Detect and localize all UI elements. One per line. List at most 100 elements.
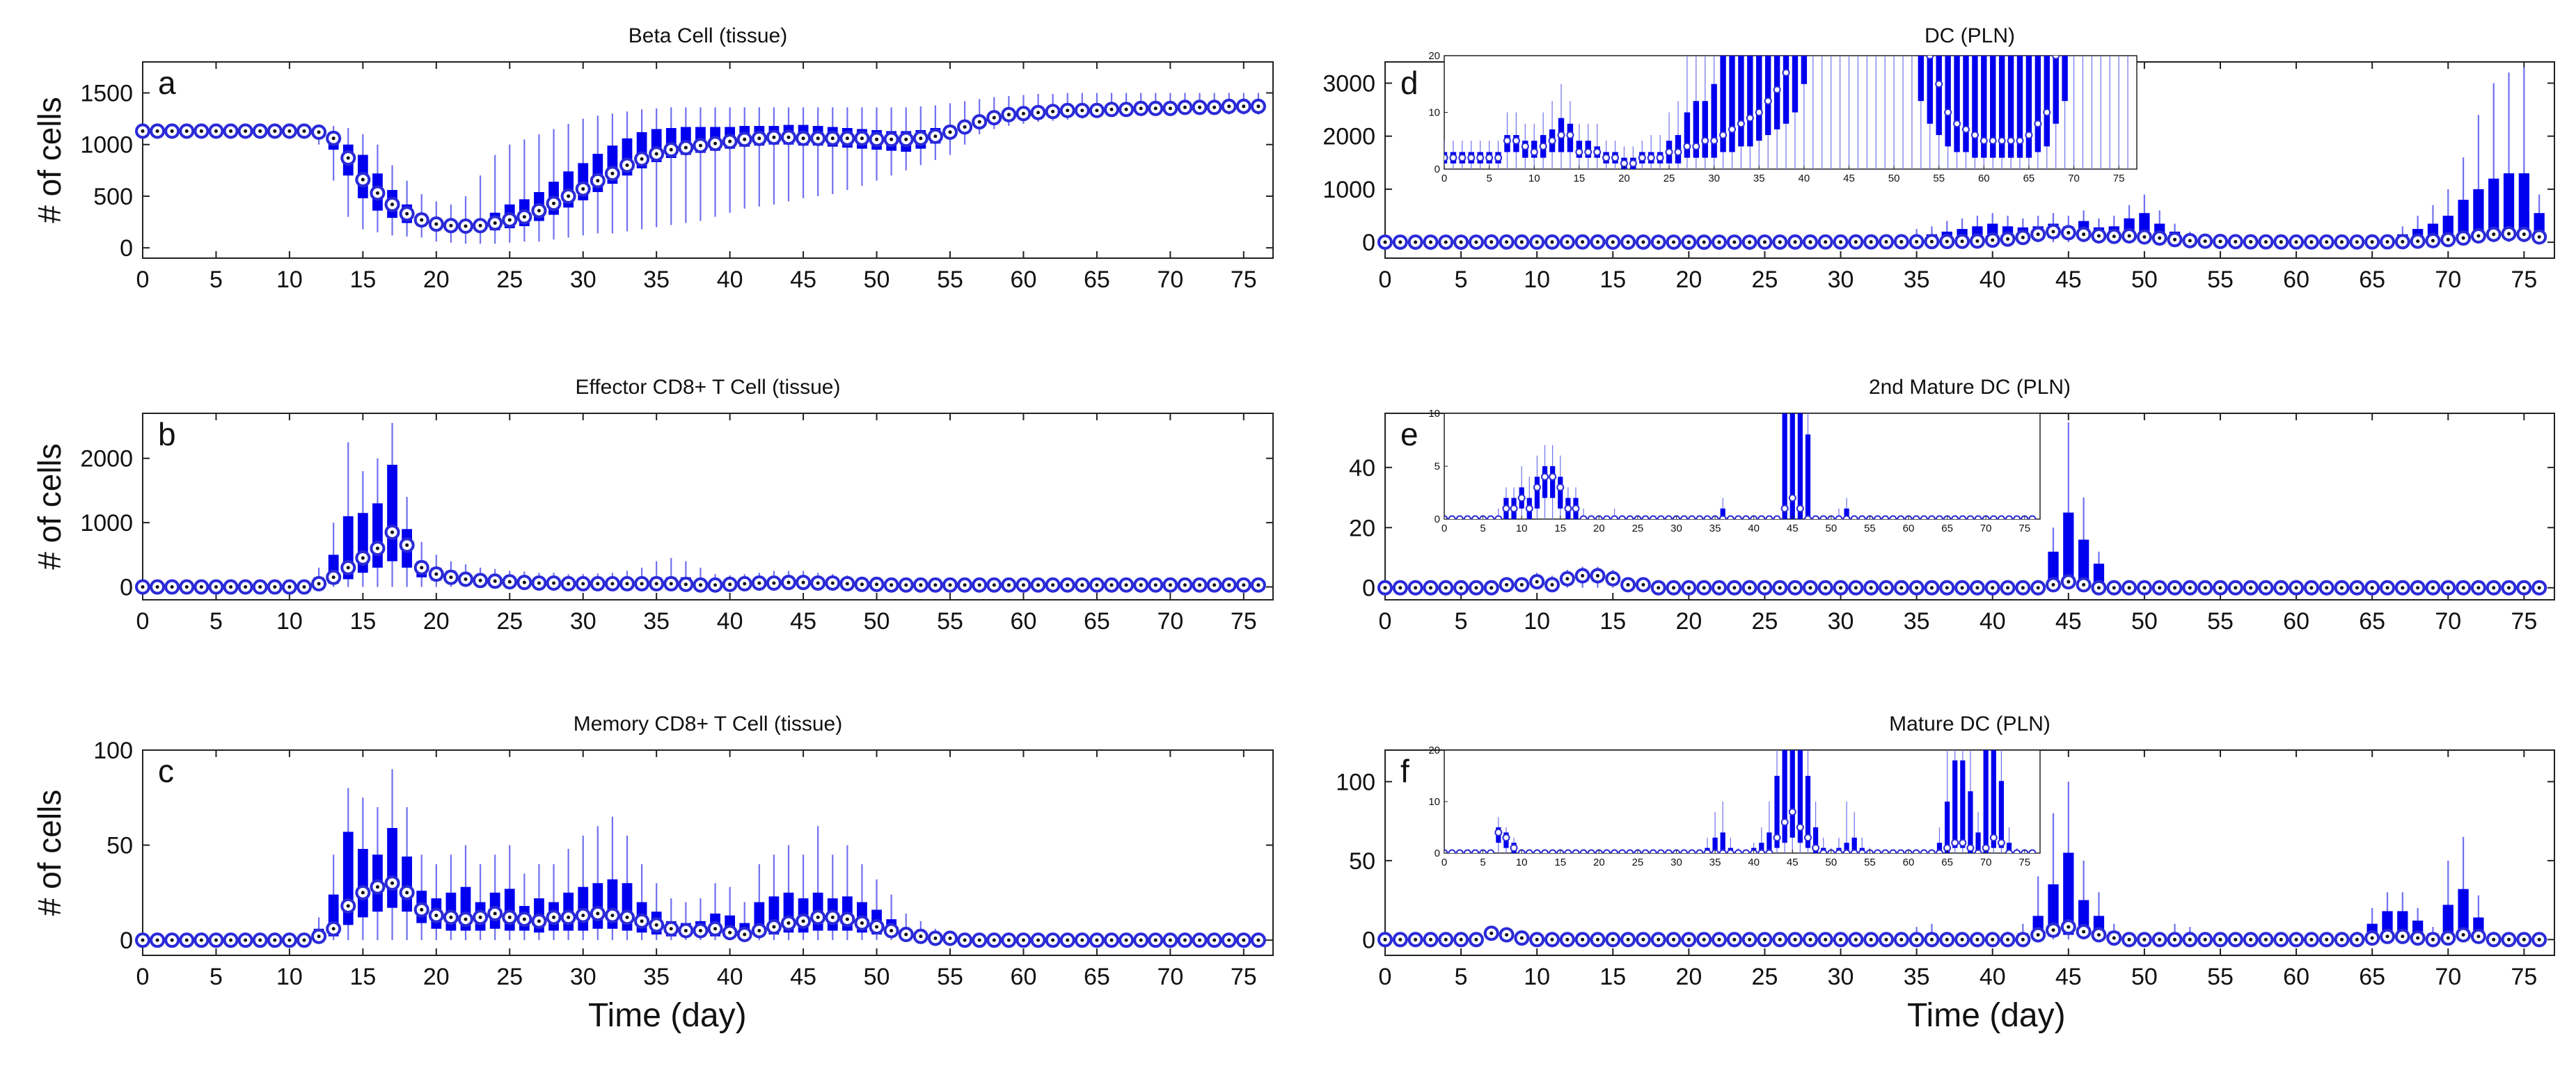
y-tick-label: 0 xyxy=(1362,575,1375,602)
box-median-dot xyxy=(1036,111,1041,115)
inset-box-median xyxy=(1467,154,1476,162)
box-median-dot xyxy=(2431,937,2435,941)
x-tick-label: 70 xyxy=(1157,964,1183,990)
box-median-dot xyxy=(1256,583,1261,587)
box-median-dot xyxy=(1762,586,1767,590)
inset-y-tick-label: 0 xyxy=(1435,164,1440,175)
x-tick-label: 60 xyxy=(2283,608,2309,635)
box-median-dot xyxy=(2158,586,2162,590)
box-median-dot xyxy=(2173,237,2177,241)
box-median-dot xyxy=(2385,586,2389,590)
inset-box-median xyxy=(1742,515,1751,519)
box-box xyxy=(372,503,383,568)
inset-box-median xyxy=(1935,515,1943,519)
x-tick-label: 65 xyxy=(2359,608,2385,635)
box-median-dot xyxy=(1066,583,1070,587)
inset-box-median xyxy=(1850,849,1858,853)
box-median-dot xyxy=(1748,937,1752,941)
inset-box-median xyxy=(1920,515,1928,519)
inset-box-median xyxy=(1881,515,1890,519)
x-tick-label: 20 xyxy=(1675,608,1702,635)
box-median-dot xyxy=(2431,239,2435,243)
inset-x-tick-label: 15 xyxy=(1554,523,1566,534)
box-median-dot xyxy=(1459,240,1463,244)
box-median-dot xyxy=(1124,107,1128,111)
inset-x-tick-label: 70 xyxy=(2068,173,2080,184)
box-median-dot xyxy=(1242,583,1246,587)
inset-box-median xyxy=(1935,80,1943,88)
x-tick-label: 75 xyxy=(1231,964,1257,990)
inset-box-median xyxy=(2043,108,2051,117)
inset-box-median xyxy=(1647,154,1655,162)
x-tick-label: 50 xyxy=(2131,964,2158,990)
box-median-dot xyxy=(654,582,658,586)
inset-box-median xyxy=(1471,849,1479,853)
box-median-dot xyxy=(199,584,203,589)
inset-box-median xyxy=(1556,483,1565,491)
inset-box-median xyxy=(1674,148,1682,157)
box-median-dot xyxy=(977,583,981,587)
inset-box-median xyxy=(1953,120,1961,128)
box-median-dot xyxy=(390,881,395,885)
box-median-dot xyxy=(1550,582,1554,587)
inset-box-median xyxy=(1629,159,1637,168)
inset-x-tick-label: 60 xyxy=(1903,857,1915,868)
box-median-dot xyxy=(2082,930,2086,934)
box-median-dot xyxy=(1854,937,1858,941)
y-tick-label: 1000 xyxy=(1322,177,1375,203)
box-median-dot xyxy=(1899,937,1904,941)
inset-box-median xyxy=(1657,515,1665,519)
box-median-dot xyxy=(757,581,761,585)
inset-box-median xyxy=(1974,849,1982,853)
inset-box-median xyxy=(1541,849,1549,853)
box-median-dot xyxy=(1672,937,1676,941)
inset-box-median xyxy=(1626,515,1634,519)
inset-box-box xyxy=(2007,56,2014,158)
inset-box-median xyxy=(1742,849,1751,853)
inset-box-box xyxy=(1792,56,1799,113)
x-tick-label: 60 xyxy=(1011,608,1037,635)
box-median-dot xyxy=(2203,937,2207,941)
inset-box-median xyxy=(1726,515,1735,519)
inset-box-median xyxy=(1734,849,1742,853)
box-median-dot xyxy=(1227,938,1231,942)
box-median-dot xyxy=(434,222,438,226)
box-median-dot xyxy=(2112,586,2116,590)
box-median-dot xyxy=(2476,586,2481,590)
box-median-dot xyxy=(1702,937,1706,941)
x-tick-label: 0 xyxy=(1379,964,1392,990)
box-median-dot xyxy=(2294,240,2298,244)
box-box xyxy=(2458,200,2469,241)
box-median-dot xyxy=(919,136,923,141)
x-tick-label: 40 xyxy=(717,266,743,293)
inset-x-tick-label: 25 xyxy=(1664,173,1675,184)
box-median-dot xyxy=(625,163,629,167)
inset-box-median xyxy=(1980,136,1988,145)
box-median-dot xyxy=(1975,239,1980,243)
inset-box-median xyxy=(1487,515,1495,519)
box-median-dot xyxy=(1242,938,1246,942)
inset-box-median xyxy=(2005,849,2014,853)
box-median-dot xyxy=(1611,577,1615,581)
y-tick-label: 0 xyxy=(120,235,133,262)
inset-box-box xyxy=(1711,83,1717,158)
y-tick-label: 0 xyxy=(120,928,133,954)
inset-box-box xyxy=(1851,837,1857,853)
inset-box-box xyxy=(1534,477,1540,509)
inset-box-box xyxy=(1918,56,1925,102)
inset-box-box xyxy=(1981,56,1987,158)
box-median-dot xyxy=(1672,586,1676,590)
box-median-dot xyxy=(596,179,600,183)
box-median-dot xyxy=(1686,240,1691,244)
box-median-dot xyxy=(1153,938,1157,942)
inset-box-median xyxy=(1718,515,1727,519)
box-median-dot xyxy=(948,936,952,940)
box-median-dot xyxy=(698,928,702,933)
box-median-dot xyxy=(1778,240,1782,244)
box-median-dot xyxy=(478,578,482,582)
box-median-dot xyxy=(1036,938,1041,942)
inset-box-box xyxy=(1945,56,1951,147)
box-median-dot xyxy=(1686,586,1691,590)
panel-title: 2nd Mature DC (PLN) xyxy=(1869,376,2071,399)
box-median-dot xyxy=(948,583,952,587)
